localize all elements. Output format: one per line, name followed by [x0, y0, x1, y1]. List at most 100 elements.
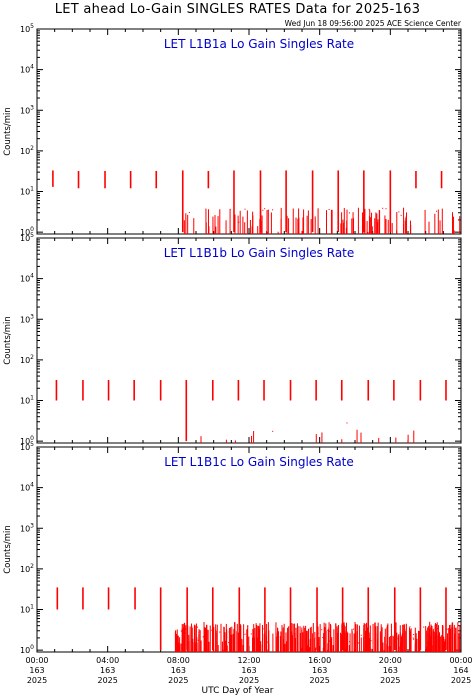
- x-tick-doy: 164: [453, 666, 468, 675]
- data-point: [238, 221, 240, 223]
- y-tick-label: 103: [20, 104, 34, 115]
- x-tick-time: 00:00: [449, 656, 472, 665]
- data-point: [370, 640, 372, 642]
- y-tick-label: 104: [20, 482, 34, 493]
- panel-title: LET L1B1b Lo Gain Singles Rate: [164, 246, 355, 260]
- y-tick-label: 101: [20, 604, 34, 615]
- data-point: [450, 637, 452, 639]
- data-point: [423, 626, 425, 628]
- data-point: [385, 208, 387, 210]
- data-point: [229, 208, 231, 210]
- data-point: [439, 636, 441, 638]
- data-point: [180, 630, 182, 632]
- data-point: [202, 636, 204, 638]
- x-tick-year: 2025: [168, 676, 188, 685]
- data-point: [219, 631, 221, 633]
- data-point: [198, 631, 200, 633]
- x-axis-label: UTC Day of Year: [201, 686, 274, 696]
- x-tick-year: 2025: [27, 676, 47, 685]
- y-tick-label: 102: [20, 563, 34, 574]
- x-tick-doy: 163: [383, 666, 398, 675]
- panel-title: LET L1B1c Lo Gain Singles Rate: [164, 455, 354, 469]
- generated-timestamp: Wed Jun 18 09:56:00 2025 ACE Science Cen…: [284, 19, 461, 28]
- data-point: [267, 210, 269, 212]
- x-tick-time: 08:00: [167, 656, 190, 665]
- data-point: [211, 629, 213, 631]
- y-tick-label: 100: [20, 644, 34, 655]
- data-point: [446, 628, 448, 630]
- x-tick-time: 04:00: [96, 656, 119, 665]
- data-point: [215, 631, 217, 633]
- data-point: [317, 632, 319, 634]
- data-point: [247, 626, 249, 628]
- data-point: [272, 209, 274, 211]
- data-point: [292, 633, 294, 635]
- data-point: [437, 627, 439, 629]
- data-point: [360, 634, 362, 636]
- data-point: [398, 211, 400, 213]
- panel-1: 100 101 102 103 104 105 Counts/min LET L1B1a Lo…: [3, 23, 462, 237]
- x-tick-doy: 163: [312, 666, 327, 675]
- data-point: [346, 422, 348, 424]
- y-tick-label: 100: [20, 435, 34, 446]
- data-point: [329, 630, 331, 632]
- data-point: [327, 629, 329, 631]
- data-point: [216, 642, 218, 644]
- y-tick-label: 103: [20, 313, 34, 324]
- y-tick-label: 103: [20, 522, 34, 533]
- data-point: [349, 641, 351, 643]
- data-point: [250, 633, 252, 635]
- x-tick-year: 2025: [97, 676, 117, 685]
- data-point: [185, 628, 187, 630]
- data-point: [400, 214, 402, 216]
- x-tick-doy: 163: [29, 666, 44, 675]
- x-tick-doy: 163: [241, 666, 256, 675]
- data-point: [404, 218, 406, 220]
- data-point: [188, 211, 190, 213]
- data-point: [442, 627, 444, 629]
- y-tick-label: 102: [20, 354, 34, 365]
- x-tick-year: 2025: [380, 676, 400, 685]
- data-point: [368, 208, 370, 210]
- data-point: [257, 626, 259, 628]
- data-point: [355, 642, 357, 644]
- y-axis-label: Counts/min: [3, 107, 13, 156]
- x-tick-year: 2025: [239, 676, 259, 685]
- data-point: [295, 628, 297, 630]
- data-point: [262, 628, 264, 630]
- y-tick-label: 105: [20, 23, 34, 34]
- data-point: [329, 640, 331, 642]
- y-tick-label: 105: [20, 232, 34, 243]
- data-point: [226, 636, 228, 638]
- data-point: [435, 210, 437, 212]
- data-point: [348, 212, 350, 214]
- y-tick-label: 102: [20, 145, 34, 156]
- data-point: [397, 638, 399, 640]
- data-point: [264, 208, 266, 210]
- x-tick-year: 2025: [451, 676, 471, 685]
- data-point: [413, 638, 415, 640]
- data-point: [244, 208, 246, 210]
- data-point: [412, 637, 414, 639]
- data-point: [413, 634, 415, 636]
- data-point: [215, 635, 217, 637]
- chart-main-title: LET ahead Lo-Gain SINGLES RATES Data for…: [54, 2, 421, 17]
- x-tick-time: 12:00: [237, 656, 260, 665]
- data-point: [427, 642, 429, 644]
- y-axis-label: Counts/min: [3, 316, 13, 365]
- y-tick-label: 105: [20, 441, 34, 452]
- data-point: [191, 626, 193, 628]
- y-tick-label: 100: [20, 226, 34, 237]
- data-point: [321, 629, 323, 631]
- x-tick-time: 20:00: [379, 656, 402, 665]
- data-point: [183, 631, 185, 633]
- panel-title: LET L1B1a Lo Gain Singles Rate: [164, 37, 354, 51]
- data-point: [431, 628, 433, 630]
- panel-2: 100 101 102 103 104 105 Counts/min LET L1B1b Lo…: [3, 232, 462, 446]
- y-tick-label: 101: [20, 186, 34, 197]
